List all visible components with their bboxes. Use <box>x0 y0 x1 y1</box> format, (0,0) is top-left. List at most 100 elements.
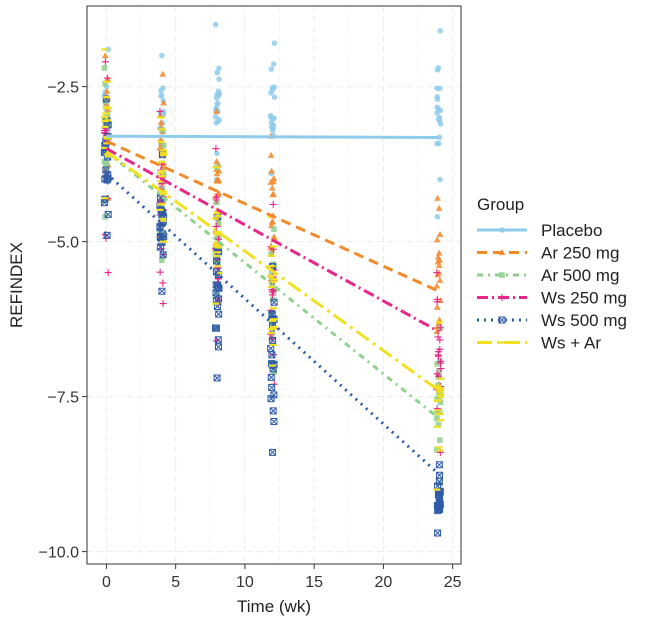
legend-item-1: Ar 250 mg <box>477 244 619 263</box>
data-point <box>433 236 441 243</box>
data-point <box>434 396 440 402</box>
data-point <box>270 298 278 306</box>
data-point <box>436 367 443 374</box>
y-tick-label-1: −5.0 <box>47 235 79 252</box>
data-point <box>212 196 220 204</box>
data-point <box>434 96 441 103</box>
data-point <box>216 76 222 82</box>
data-point <box>433 269 441 277</box>
data-point <box>103 87 111 94</box>
data-point <box>270 418 278 426</box>
axes <box>86 5 462 565</box>
legend-label: Ar 250 mg <box>541 244 619 263</box>
data-point <box>103 163 109 169</box>
data-point <box>433 282 441 289</box>
data-point <box>216 92 222 98</box>
data-point <box>271 94 278 100</box>
data-point <box>159 251 167 259</box>
data-point <box>434 529 442 537</box>
data-point <box>156 243 164 251</box>
data-point <box>212 113 219 120</box>
data-point <box>213 374 221 382</box>
data-point <box>156 268 164 276</box>
data-point <box>434 505 442 513</box>
data-point <box>269 127 276 134</box>
data-point <box>268 270 275 277</box>
data-point <box>267 373 275 381</box>
data-point <box>214 100 221 107</box>
data-point <box>435 461 443 469</box>
legend-item-5: Ws + Ar <box>477 334 601 353</box>
data-point <box>434 333 442 341</box>
data-point <box>215 167 223 174</box>
legend-marker <box>499 272 505 278</box>
data-point <box>212 21 219 28</box>
data-point <box>158 287 166 295</box>
legend-item-0: Placebo <box>477 221 602 240</box>
data-point <box>435 65 442 71</box>
data-point <box>215 118 222 125</box>
x-tick-label-1: 5 <box>171 574 180 591</box>
data-point <box>270 174 278 181</box>
data-point <box>267 151 275 158</box>
data-point <box>213 107 221 114</box>
data-point <box>437 357 445 365</box>
data-point <box>268 384 276 392</box>
data-point <box>214 150 220 157</box>
data-point <box>214 275 222 283</box>
data-point <box>434 104 441 111</box>
legend-label: Ar 500 mg <box>541 266 619 285</box>
data-point <box>267 330 275 338</box>
legend-marker <box>498 249 506 256</box>
data-point <box>214 69 220 76</box>
legend-item-2: Ar 500 mg <box>477 266 619 285</box>
data-point <box>435 261 443 269</box>
fit-line-1 <box>105 139 440 293</box>
x-tick-label-4: 20 <box>375 574 393 591</box>
data-point <box>212 145 220 153</box>
data-point <box>434 140 440 147</box>
x-axis-ticks: 0 5 10 15 20 25 <box>102 564 462 591</box>
data-point <box>433 370 441 378</box>
data-point <box>158 92 165 99</box>
y-tick-label-0: −2.5 <box>47 80 79 97</box>
data-point <box>437 437 443 443</box>
data-point <box>160 99 168 106</box>
data-point <box>270 122 276 128</box>
data-point <box>269 200 277 208</box>
data-point <box>434 214 441 220</box>
data-point <box>434 85 440 92</box>
data-point <box>102 80 108 87</box>
data-point <box>101 65 108 71</box>
data-point <box>269 218 276 225</box>
fit-line-5 <box>105 150 440 392</box>
data-point <box>269 448 277 456</box>
data-point <box>215 310 223 318</box>
data-point <box>434 352 442 360</box>
data-point <box>433 327 441 335</box>
data-point <box>159 70 167 77</box>
data-point <box>214 336 222 344</box>
data-point <box>211 324 219 332</box>
data-point <box>159 279 167 287</box>
y-tick-label-3: −10.0 <box>39 545 80 562</box>
legend-item-4: Ws 500 mg <box>477 311 627 330</box>
data-point <box>435 204 443 211</box>
data-point <box>434 360 440 367</box>
data-point <box>268 251 274 257</box>
data-point <box>437 28 443 34</box>
data-point <box>269 407 277 415</box>
data-point <box>271 40 278 46</box>
data-point <box>269 287 277 295</box>
data-point <box>435 249 443 256</box>
data-point <box>160 142 167 149</box>
legend-label: Ws + Ar <box>541 334 601 353</box>
x-tick-label-5: 25 <box>444 574 462 591</box>
data-point <box>270 61 277 67</box>
data-point <box>214 283 222 291</box>
y-tick-label-2: −7.5 <box>47 390 79 407</box>
data-point <box>213 157 221 165</box>
data-point <box>268 288 276 296</box>
data-point <box>434 415 440 422</box>
data-point <box>156 111 164 119</box>
